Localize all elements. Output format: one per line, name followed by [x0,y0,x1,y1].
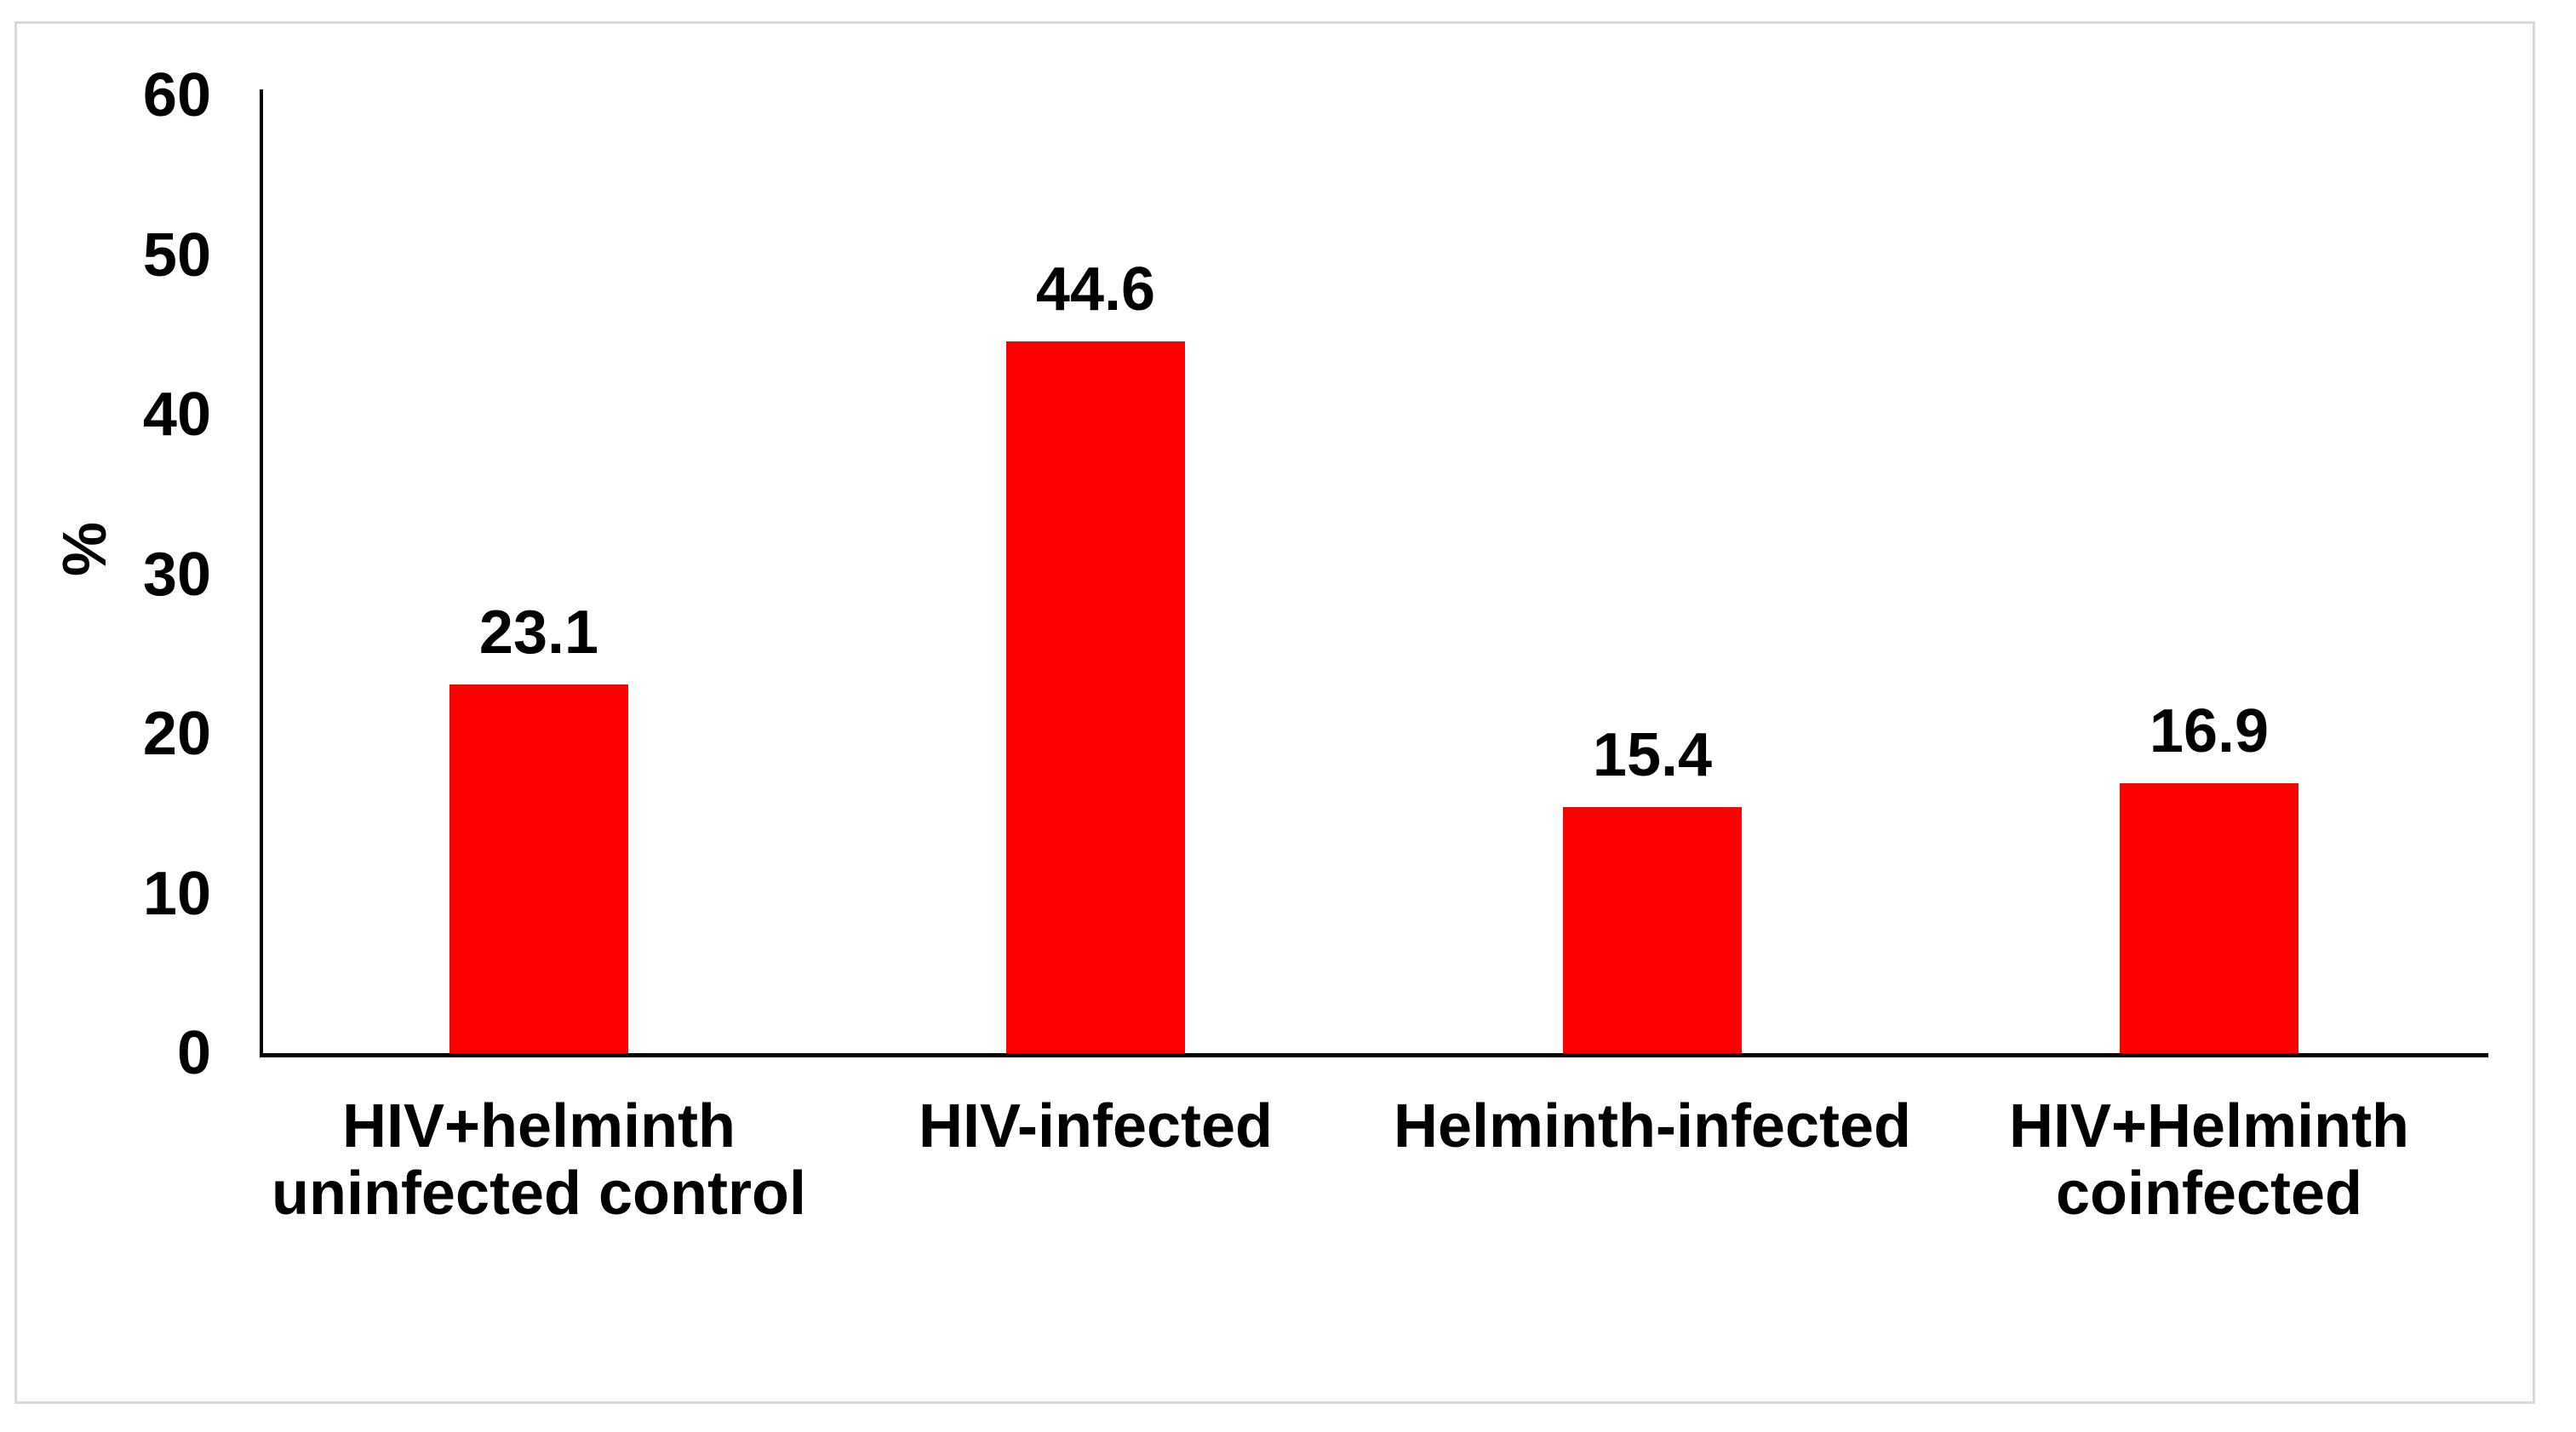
y-axis-tick-label: 30 [142,540,211,609]
bar-value-label: 23.1 [478,599,599,667]
x-category-label: Helminth-infected [1393,1092,1912,1160]
plot-area: 23.1 44.6 15.4 16.9 [260,95,2487,1053]
x-category-label: HIV+Helminth coinfected [2008,1092,2410,1228]
bar [449,684,628,1053]
bar [1006,341,1185,1053]
x-category-label: HIV+helminth uninfected control [272,1092,806,1228]
bar-value-label: 15.4 [1592,721,1713,789]
y-axis-tick-label: 10 [142,859,211,928]
y-axis-tick-label: 0 [176,1019,211,1087]
x-category-label: HIV-infected [918,1092,1274,1160]
y-axis-line [260,89,263,1057]
x-axis-category-labels: HIV+helminth uninfected control HIV-infec… [260,1093,2487,1246]
bar-value-label: 44.6 [1035,255,1156,324]
figure-border [14,21,2535,1404]
y-axis-tick-label: 50 [142,221,211,289]
x-axis-line [260,1053,2488,1057]
bar-value-label: 16.9 [2149,697,2270,765]
y-axis-tick-label: 40 [142,381,211,449]
y-axis-tick-label: 60 [142,61,211,129]
y-axis-tick-label: 20 [142,700,211,768]
bar [1563,807,1742,1053]
bar [2120,783,2298,1053]
